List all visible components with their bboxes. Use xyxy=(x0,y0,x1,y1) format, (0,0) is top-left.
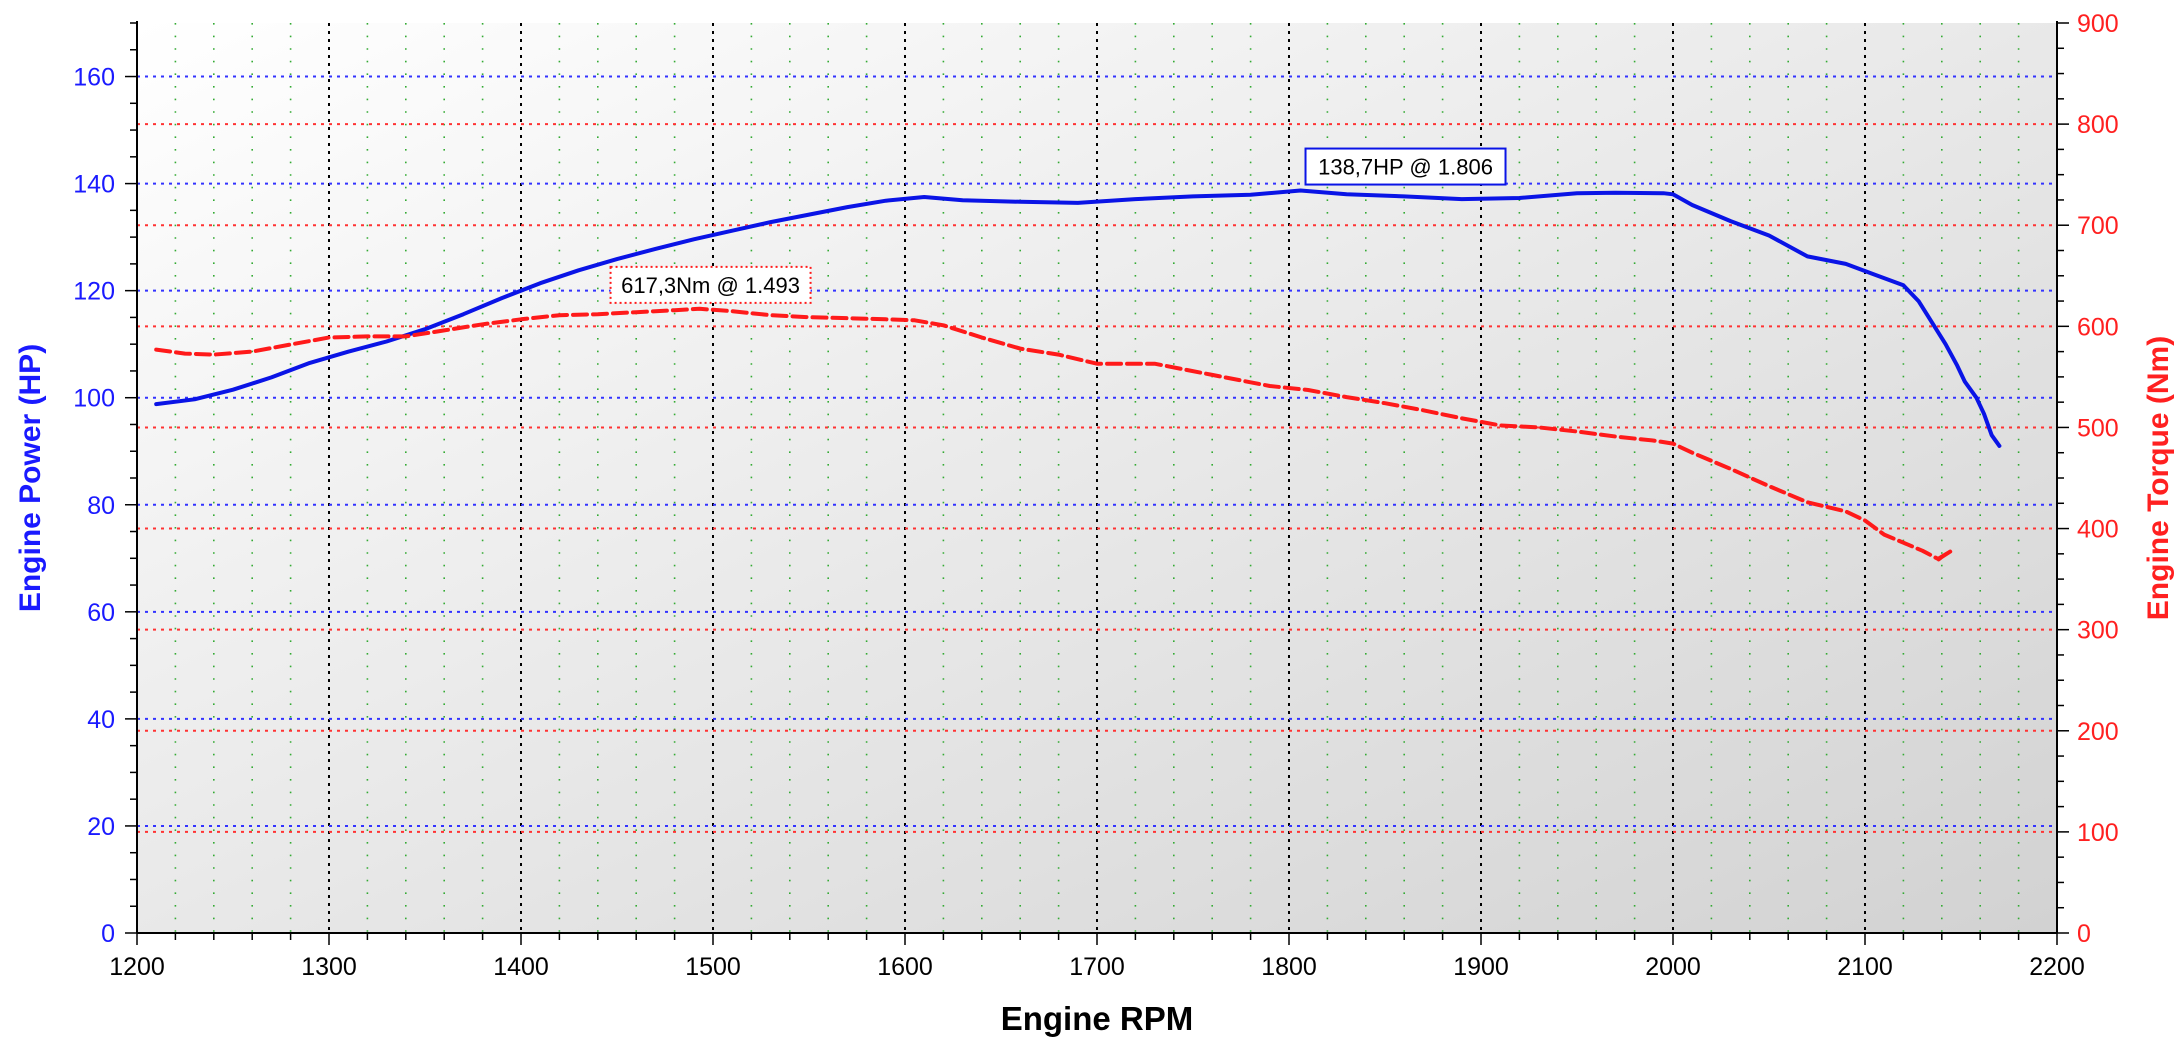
y-right-tick-label: 700 xyxy=(2077,212,2119,240)
x-tick-label: 2100 xyxy=(1837,953,1893,981)
y-right-tick-label: 100 xyxy=(2077,819,2119,847)
x-axis-title: Engine RPM xyxy=(1001,1000,1194,1037)
series-lines xyxy=(154,188,2002,565)
y-right-tick-label: 800 xyxy=(2077,111,2119,139)
grid-lines xyxy=(137,23,2057,933)
x-tick-label: 1900 xyxy=(1453,953,1509,981)
y-left-tick-label: 120 xyxy=(73,278,115,306)
x-tick-label: 1200 xyxy=(109,953,165,981)
power-peak-annotation: 138,7HP @ 1.806 xyxy=(1304,147,1507,186)
y-left-tick-label: 80 xyxy=(87,492,115,520)
annotations: 138,7HP @ 1.806 617,3Nm @ 1.493 xyxy=(609,147,1507,304)
annotation-label: 138,7HP @ 1.806 xyxy=(1318,155,1493,180)
torque-peak-annotation: 617,3Nm @ 1.493 xyxy=(609,265,812,304)
x-tick-label: 2200 xyxy=(2029,953,2085,981)
annotation-box xyxy=(1304,147,1507,186)
power-curve xyxy=(154,188,2002,448)
x-tick-label: 1500 xyxy=(685,953,741,981)
x-tick-label: 2000 xyxy=(1645,953,1701,981)
y-left-tick-label: 40 xyxy=(87,706,115,734)
x-tick-label: 1800 xyxy=(1261,953,1317,981)
y-right-tick-label: 400 xyxy=(2077,516,2119,544)
y-left-tick-label: 60 xyxy=(87,599,115,627)
annotation-label: 617,3Nm @ 1.493 xyxy=(621,273,800,298)
y-right-tick-label: 900 xyxy=(2077,10,2119,38)
x-tick-label: 1400 xyxy=(493,953,549,981)
y-left-tick-label: 0 xyxy=(101,920,115,948)
y-right-axis-title: Engine Torque (Nm) xyxy=(2142,336,2175,620)
y-right-tick-label: 500 xyxy=(2077,414,2119,442)
annotation-box xyxy=(609,265,812,304)
y-right-tick-label: 200 xyxy=(2077,718,2119,746)
y-left-axis-title: Engine Power (HP) xyxy=(14,344,47,612)
y-left-tick-label: 100 xyxy=(73,385,115,413)
torque-curve xyxy=(154,306,1954,565)
x-tick-label: 1300 xyxy=(301,953,357,981)
y-left-tick-label: 140 xyxy=(73,171,115,199)
y-right-tick-label: 0 xyxy=(2077,920,2091,948)
y-left-tick-label: 20 xyxy=(87,813,115,841)
y-right-tick-label: 300 xyxy=(2077,617,2119,645)
tick-labels: 1200 1300 1400 1500 1600 1700 1800 1900 2000 2100… xyxy=(73,10,2118,981)
y-right-tick-label: 600 xyxy=(2077,313,2119,341)
axes xyxy=(125,21,2069,945)
x-tick-label: 1700 xyxy=(1069,953,1125,981)
y-left-tick-label: 160 xyxy=(73,64,115,92)
x-tick-label: 1600 xyxy=(877,953,933,981)
plot-area xyxy=(137,23,2057,933)
